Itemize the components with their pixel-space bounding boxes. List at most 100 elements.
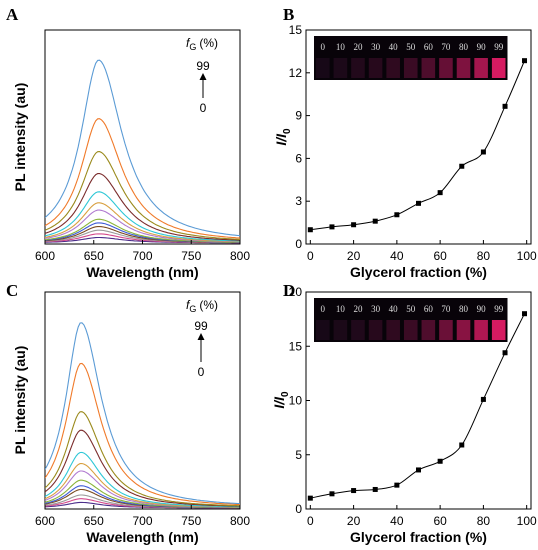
vial-label: 70 [441, 42, 451, 52]
spectrum-line-10 [45, 173, 240, 241]
data-point [437, 458, 443, 464]
vial-glow [439, 58, 453, 78]
panel-c-y-axis-label: PL intensity (au) [12, 346, 28, 455]
vial-label: 40 [389, 42, 399, 52]
vial-glow [316, 58, 330, 78]
y-tick-label: 0 [295, 237, 302, 251]
x-tick-label: 0 [307, 249, 314, 263]
vial-label: 0 [321, 42, 326, 52]
vial-glow [474, 320, 488, 340]
data-point [394, 482, 400, 488]
spectrum-line-8 [45, 202, 240, 242]
data-point [329, 491, 335, 497]
panel-b-plot-frame [305, 29, 532, 245]
x-tick-label: 750 [181, 514, 201, 528]
spectrum-line-13 [45, 322, 240, 505]
x-tick-label: 650 [84, 249, 104, 263]
panel-d-y-axis-label-sub: 0 [280, 391, 291, 397]
vial-label: 90 [477, 304, 487, 314]
data-point [351, 222, 357, 228]
vial-glow [474, 58, 488, 78]
panel-a-annotation-arrow-icon [199, 73, 207, 80]
panel-c-x-ticks: 600 650 700 750 800 [35, 505, 250, 528]
vial-label: 80 [459, 42, 469, 52]
panel-c-annotation-bottom: 0 [198, 365, 205, 379]
y-tick-label: 10 [289, 394, 303, 408]
x-tick-label: 600 [35, 249, 55, 263]
x-tick-label: 800 [230, 514, 250, 528]
panel-a-annotation-top: 99 [196, 59, 210, 73]
panel-a-x-axis-label: Wavelength (nm) [86, 264, 198, 280]
data-point [394, 212, 400, 218]
panel-c-plot-frame [44, 291, 241, 510]
panel-a-x-ticks: 600 650 700 750 800 [35, 240, 250, 263]
panel-a-annotation-title: fG (%) [186, 36, 218, 52]
panel-b: B 0 10 20 30 40 50 60 70 80 90 99 0 3 6 9 12 15 0 20 40 60… [273, 5, 537, 280]
y-tick-label: 15 [289, 23, 303, 37]
spectrum-line-9 [45, 451, 240, 508]
y-tick-label: 3 [295, 194, 302, 208]
vial-glow [333, 58, 348, 78]
data-point [416, 200, 421, 206]
vial-label: 99 [494, 42, 504, 52]
vial-label: 0 [321, 304, 326, 314]
y-tick-label: 20 [289, 285, 303, 299]
vial-label: 20 [353, 42, 363, 52]
data-point [522, 311, 528, 317]
data-point [480, 149, 486, 155]
vial-label: 70 [441, 304, 451, 314]
spectrum-line-11 [45, 151, 240, 240]
panel-b-y-ticks: 0 3 6 9 12 15 [289, 23, 310, 251]
panel-a-annotation-bottom: 0 [200, 101, 207, 115]
spectrum-line-6 [45, 218, 240, 243]
data-point [502, 350, 508, 356]
panel-b-y-axis-label: I/I0 [273, 128, 293, 146]
vial-label: 10 [336, 304, 346, 314]
data-point [372, 218, 378, 224]
vial-glow [368, 320, 383, 340]
vial-label: 60 [424, 304, 434, 314]
panel-c: C 600 650 700 750 800 Wavelength (nm) PL int… [6, 281, 250, 545]
data-point [351, 488, 357, 494]
y-tick-label: 6 [295, 151, 302, 165]
panel-a-annotation-symbol: f [186, 36, 191, 50]
panel-d-y-axis-label: I/I0 [271, 391, 291, 409]
vial-glow [351, 58, 365, 78]
x-tick-label: 20 [347, 514, 361, 528]
vial-glow [456, 58, 471, 78]
x-tick-label: 40 [390, 514, 404, 528]
data-point [459, 163, 465, 169]
vial-glow [403, 58, 418, 78]
y-tick-label: 15 [289, 339, 303, 353]
panel-a-letter: A [6, 5, 19, 24]
y-tick-label: 12 [289, 66, 303, 80]
panel-b-x-ticks: 0 20 40 60 80 100 [307, 240, 537, 263]
data-point [307, 227, 313, 233]
x-tick-label: 0 [307, 514, 314, 528]
spectrum-line-11 [45, 411, 240, 507]
vial-glow [351, 320, 365, 340]
vial-label: 80 [459, 304, 469, 314]
vial-glow [456, 320, 471, 340]
y-tick-label: 5 [295, 448, 302, 462]
panel-c-annotation-unit: (%) [199, 298, 218, 312]
vial-glow [386, 320, 400, 340]
panel-d-x-axis-label: Glycerol fraction (%) [350, 529, 487, 545]
vial-label: 50 [406, 304, 416, 314]
x-tick-label: 100 [517, 514, 537, 528]
panel-a-y-axis-label: PL intensity (au) [12, 83, 28, 192]
data-point [416, 467, 421, 473]
panel-d-letter: D [283, 281, 295, 300]
vial-label: 30 [371, 304, 381, 314]
vial-label: 90 [477, 42, 487, 52]
panel-d-y-ticks: 0 5 10 15 20 [289, 285, 310, 516]
data-point [502, 103, 508, 109]
data-point [522, 58, 528, 64]
panel-c-annotation-title: fG (%) [186, 298, 218, 314]
panel-a-spectra [45, 59, 240, 244]
panel-b-y-axis-label-sub: 0 [282, 128, 293, 134]
panel-c-letter: C [6, 281, 18, 300]
panel-d-y-axis-label-main: I/I [271, 396, 287, 409]
x-tick-label: 800 [230, 249, 250, 263]
